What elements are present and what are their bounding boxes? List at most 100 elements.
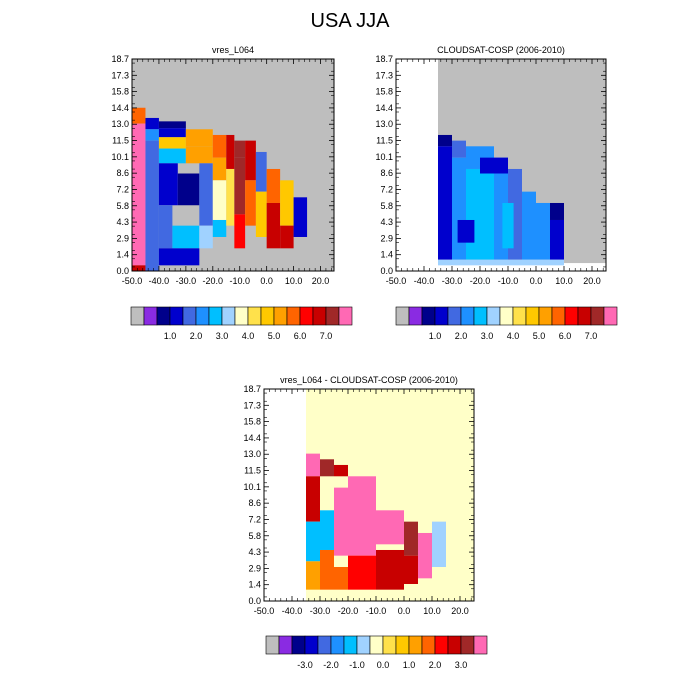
y-tick-label: 4.3	[248, 547, 261, 557]
y-tick-label: 2.9	[248, 563, 261, 573]
colorbar-swatch	[395, 306, 410, 326]
panel-title: vres_L064 - CLOUDSAT-COSP (2006-2010)	[280, 375, 458, 385]
colorbar-swatch	[195, 306, 210, 326]
heatmap-cell	[234, 157, 246, 215]
heatmap-cell	[452, 157, 466, 260]
y-tick-label: 0.0	[248, 596, 261, 606]
y-tick-label: 10.1	[111, 152, 129, 162]
x-tick-label: 10.0	[285, 276, 303, 286]
colorbar-label: -3.0	[297, 660, 313, 670]
colorbar-label: 4.0	[507, 331, 520, 341]
colorbar-label: -1.0	[349, 660, 365, 670]
heatmap-cell	[457, 219, 475, 243]
heatmap-cell	[177, 173, 200, 206]
heatmap-cell	[199, 163, 213, 226]
colorbar-swatch	[538, 306, 553, 326]
y-tick-label: 10.1	[243, 482, 261, 492]
heatmap-cell	[320, 459, 334, 477]
colorbar-swatch	[473, 635, 488, 655]
heatmap-cell	[306, 476, 320, 522]
x-tick-label: -10.0	[366, 606, 387, 616]
heatmap-cell	[212, 157, 227, 181]
heatmap-cell	[212, 219, 227, 237]
heatmap-cell	[226, 168, 235, 226]
heatmap-cell	[212, 180, 227, 220]
colorbar-swatch	[325, 306, 340, 326]
colorbar-swatch	[603, 306, 618, 326]
colorbar-swatch	[473, 306, 488, 326]
heatmap-cell	[158, 148, 186, 164]
x-tick-label: -50.0	[254, 606, 275, 616]
heatmap-cell	[132, 265, 146, 271]
y-tick-label: 4.3	[116, 217, 129, 227]
panel-title: CLOUDSAT-COSP (2006-2010)	[437, 45, 565, 55]
heatmap-cell	[438, 259, 564, 266]
colorbar-label: 4.0	[242, 331, 255, 341]
colorbar-swatch	[343, 635, 358, 655]
heatmap-cell	[466, 168, 494, 260]
no-data-region	[396, 59, 438, 271]
heatmap-cell	[348, 555, 376, 590]
heatmap-cell	[255, 151, 267, 192]
heatmap-cell	[185, 146, 213, 164]
colorbar-label: 5.0	[533, 331, 546, 341]
colorbar-swatch	[460, 306, 475, 326]
x-tick-label: 20.0	[312, 276, 330, 286]
heatmap-cell	[418, 532, 432, 579]
colorbar-swatch	[130, 306, 145, 326]
heatmap-cell	[550, 202, 564, 220]
y-tick-label: 2.9	[116, 233, 129, 243]
colorbar-label: 0.0	[377, 660, 390, 670]
heatmap-cell	[185, 129, 213, 147]
colorbar-swatch	[273, 306, 288, 326]
colorbar-swatch	[304, 635, 319, 655]
heatmap-cell	[245, 140, 256, 181]
y-tick-label: 10.1	[375, 152, 393, 162]
colorbar-swatch	[486, 306, 501, 326]
colorbar-label: 1.0	[403, 660, 416, 670]
colorbar-swatch	[247, 306, 262, 326]
panel-title: vres_L064	[212, 45, 254, 55]
y-tick-label: 18.7	[375, 54, 393, 64]
heatmap-cell	[376, 510, 404, 545]
colorbar-swatch	[525, 306, 540, 326]
colorbar-label: 3.0	[455, 660, 468, 670]
heatmap-cell	[293, 197, 308, 237]
heatmap-cell	[348, 476, 376, 556]
colorbar-swatch	[338, 306, 353, 326]
colorbar-swatch	[278, 635, 293, 655]
heatmap-cell	[132, 123, 146, 266]
colorbar-label: -2.0	[323, 660, 339, 670]
x-tick-label: -40.0	[414, 276, 435, 286]
y-tick-label: 8.6	[116, 168, 129, 178]
y-tick-label: 18.7	[243, 384, 261, 394]
plot-frame	[263, 388, 475, 602]
y-tick-label: 11.5	[376, 136, 393, 146]
colorbar-label: 7.0	[320, 331, 333, 341]
heatmap-cell	[438, 146, 452, 260]
heatmap-cell	[550, 219, 564, 260]
heatmap-cell	[172, 225, 200, 249]
y-tick-label: 5.8	[116, 201, 129, 211]
heatmap-cell	[199, 225, 213, 249]
y-tick-label: 0.0	[380, 266, 393, 276]
x-tick-label: -20.0	[470, 276, 491, 286]
heatmap-cell	[145, 129, 159, 141]
colorbar-swatch	[434, 306, 449, 326]
colorbar-label: 3.0	[481, 331, 494, 341]
heatmap-cell	[334, 566, 348, 590]
colorbar-swatch	[421, 635, 436, 655]
heatmap-cell	[536, 202, 550, 260]
heatmap-cell	[306, 561, 320, 590]
colorbar-swatch	[447, 306, 462, 326]
x-tick-label: -30.0	[442, 276, 463, 286]
x-tick-label: -30.0	[310, 606, 331, 616]
colorbar-swatch	[169, 306, 184, 326]
heatmap-cell	[266, 168, 281, 203]
x-tick-label: 10.0	[423, 606, 441, 616]
x-tick-label: -30.0	[176, 276, 197, 286]
heatmap-cell	[158, 205, 173, 249]
heatmap-cell	[158, 248, 200, 266]
heatmap-cell	[158, 121, 186, 129]
